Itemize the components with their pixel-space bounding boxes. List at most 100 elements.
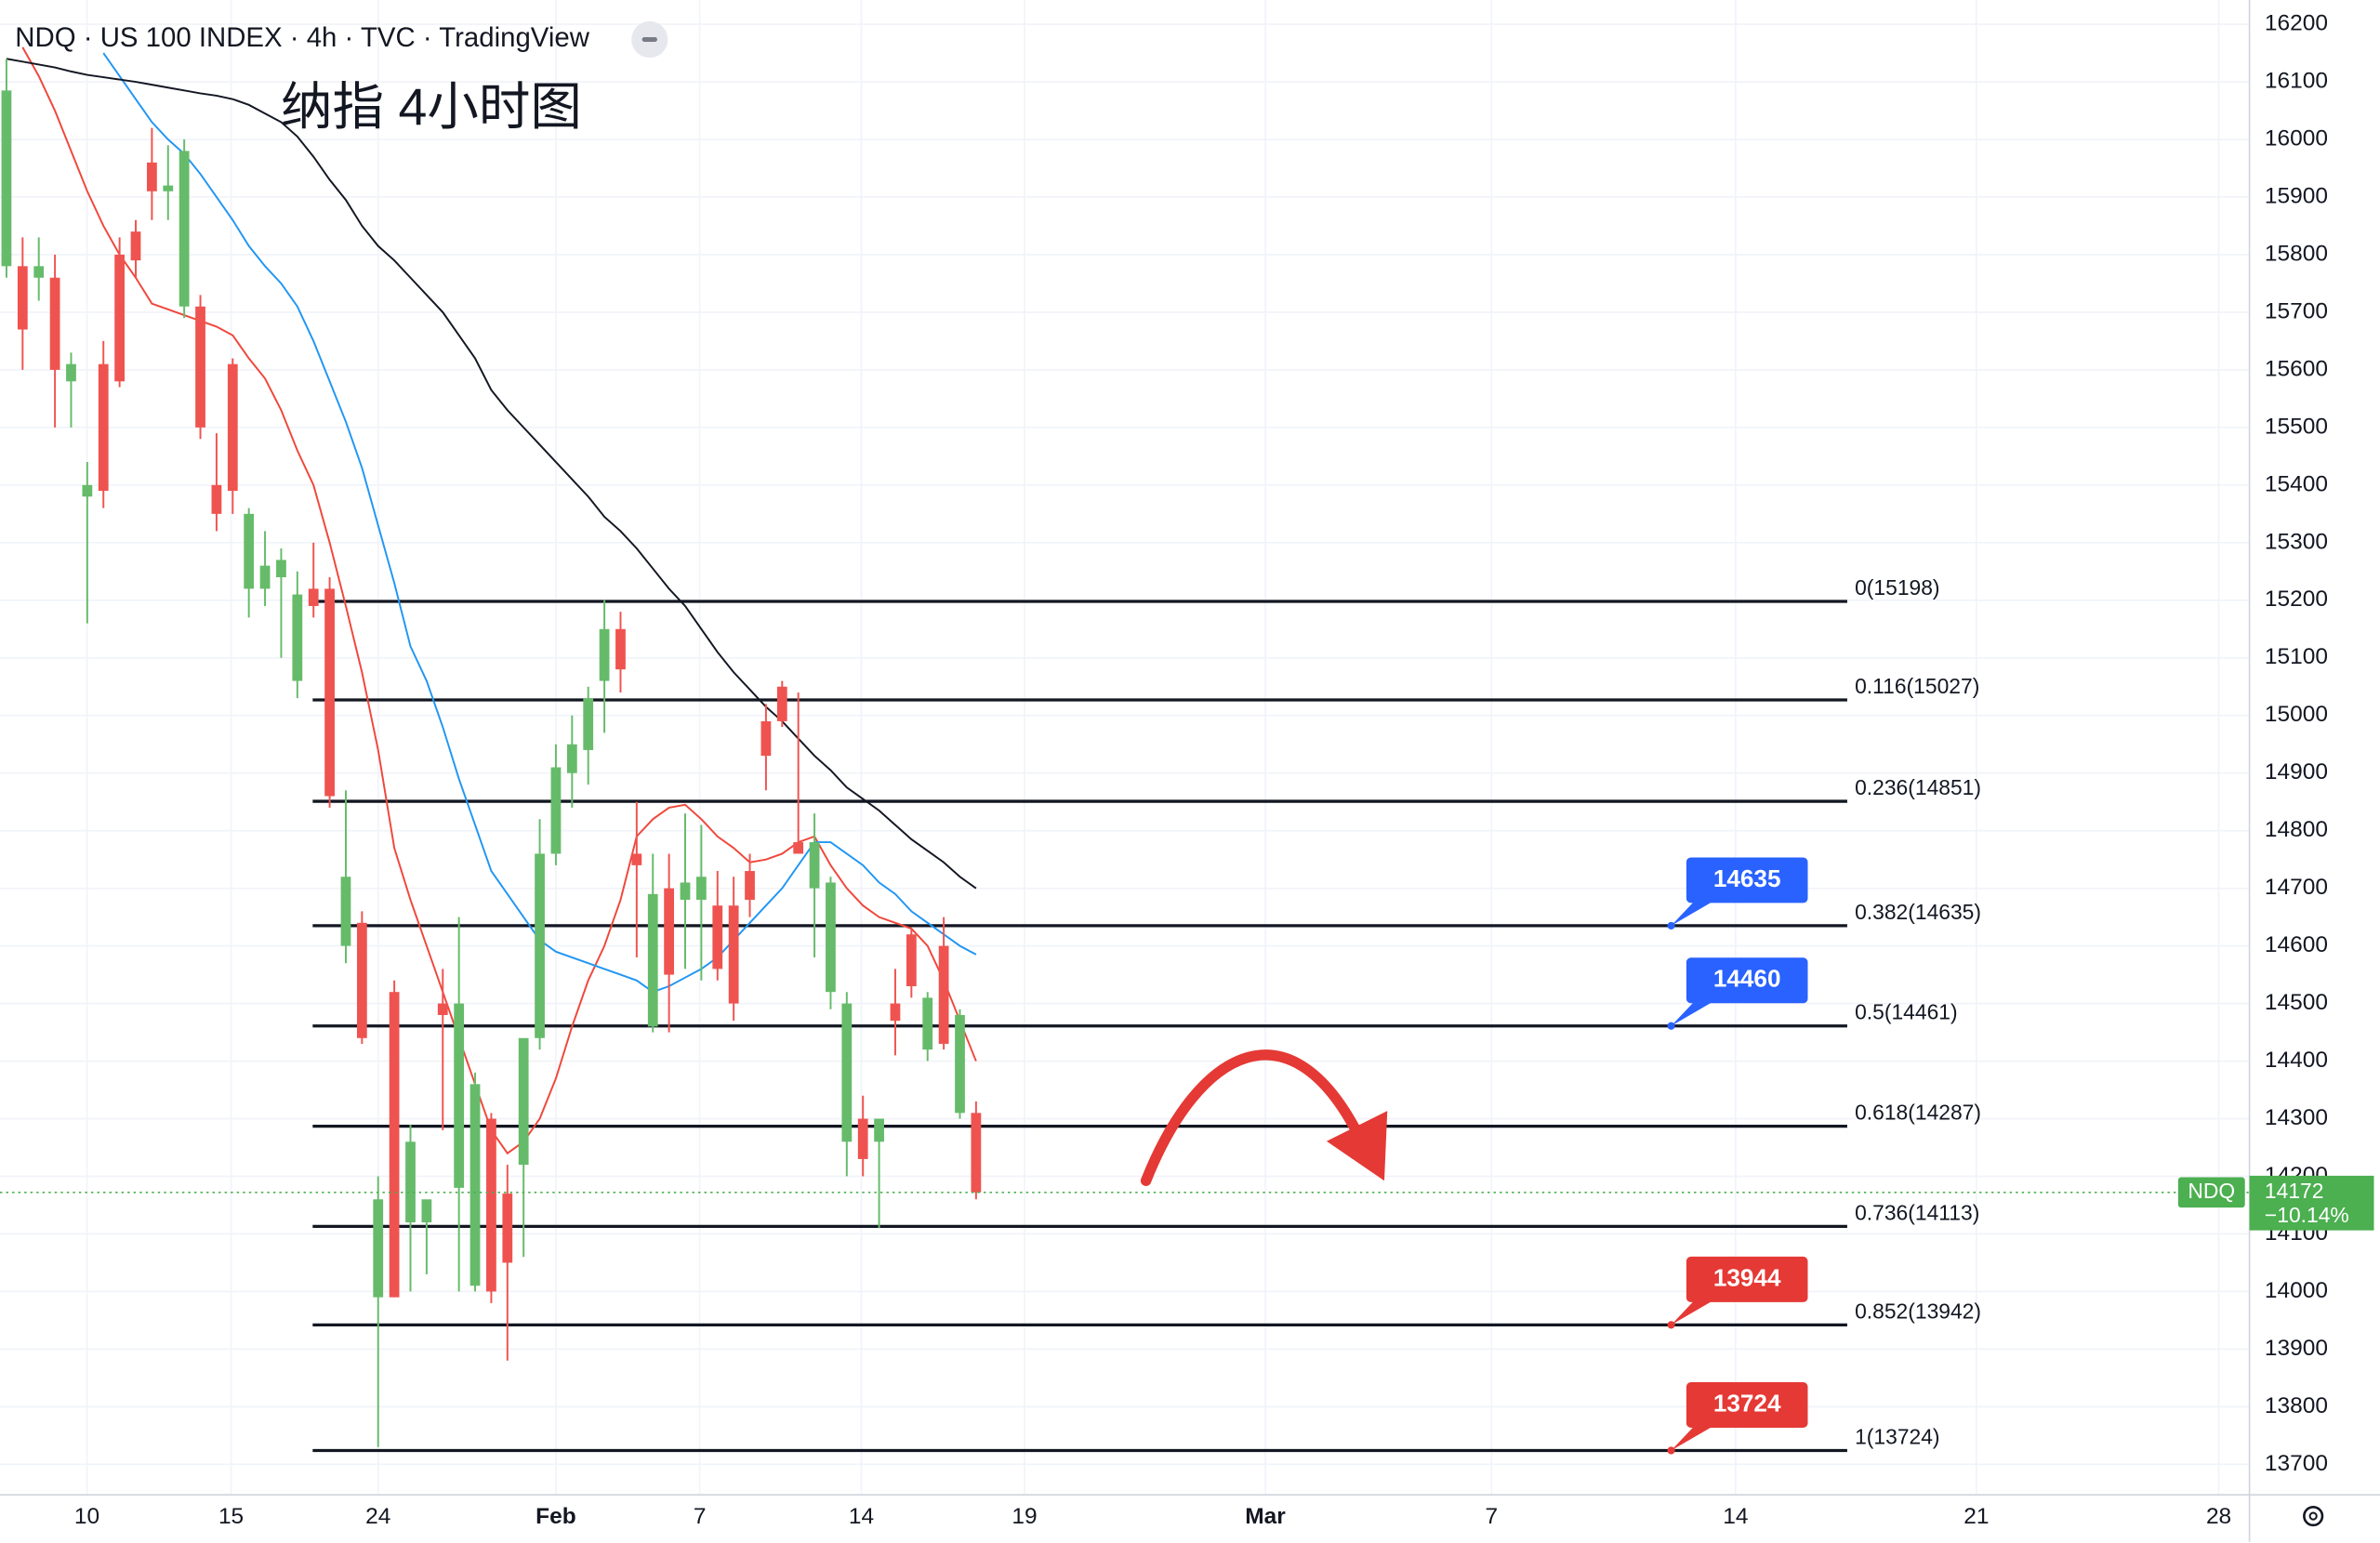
y-tick-label: 13900 bbox=[2265, 1336, 2328, 1361]
candle-body bbox=[66, 363, 76, 382]
candle-body bbox=[421, 1199, 432, 1223]
forecast-arrow-head bbox=[1326, 1111, 1388, 1181]
candle-body bbox=[712, 905, 723, 969]
candle-body bbox=[259, 565, 271, 589]
last-price-tag bbox=[2249, 1175, 2374, 1231]
candle-body bbox=[971, 1113, 982, 1193]
callout-anchor bbox=[1667, 1446, 1675, 1455]
candle-body bbox=[809, 842, 820, 889]
candle-body bbox=[486, 1118, 496, 1292]
settings-button[interactable] bbox=[2303, 1505, 2324, 1527]
y-tick-label: 15600 bbox=[2265, 356, 2328, 381]
y-tick-label: 15400 bbox=[2265, 471, 2328, 496]
candle-body bbox=[49, 277, 60, 370]
y-tick-label: 16200 bbox=[2265, 11, 2328, 36]
candle-body bbox=[841, 1003, 853, 1142]
y-tick-label: 13700 bbox=[2265, 1451, 2328, 1476]
x-tick-label: 21 bbox=[1964, 1504, 1989, 1529]
candle-body bbox=[583, 698, 594, 750]
callout-box bbox=[1686, 957, 1808, 1004]
candle-body bbox=[244, 513, 255, 589]
callout-anchor bbox=[1667, 921, 1675, 930]
candle-body bbox=[518, 1037, 529, 1166]
candle-body bbox=[114, 254, 126, 382]
candle-body bbox=[340, 877, 351, 946]
candle-body bbox=[82, 484, 93, 497]
callout-box bbox=[1686, 857, 1808, 903]
symbol-label: NDQ bbox=[2188, 1179, 2235, 1203]
header: NDQ · US 100 INDEX · 4h · TVC · TradingV… bbox=[15, 22, 589, 53]
x-tick-label: 7 bbox=[1486, 1504, 1499, 1529]
collapse-icon bbox=[641, 37, 657, 42]
fib-label: 0.618(14287) bbox=[1855, 1101, 1981, 1125]
callout-anchor bbox=[1667, 1022, 1675, 1030]
candle-body bbox=[405, 1141, 416, 1223]
candle-body bbox=[647, 893, 658, 1027]
candle-body bbox=[276, 560, 286, 577]
plot bbox=[0, 46, 2250, 1453]
candle-body bbox=[776, 686, 787, 721]
candle-body bbox=[631, 853, 642, 865]
x-tick-label: 19 bbox=[1012, 1504, 1037, 1529]
y-tick-label: 16100 bbox=[2265, 69, 2328, 94]
candle-body bbox=[147, 162, 157, 191]
y-tick-label: 14800 bbox=[2265, 817, 2328, 842]
candle-body bbox=[437, 1003, 448, 1015]
x-tick-label: 28 bbox=[2206, 1504, 2231, 1529]
candle-body bbox=[130, 231, 141, 261]
fib-label: 0.736(14113) bbox=[1855, 1200, 1979, 1224]
candle-body bbox=[1, 90, 12, 267]
candle-body bbox=[535, 853, 545, 1038]
candle-body bbox=[469, 1084, 481, 1286]
y-tick-label: 15000 bbox=[2265, 702, 2328, 727]
candle-body bbox=[728, 905, 739, 1004]
y-tick-label: 15500 bbox=[2265, 414, 2328, 439]
price-callout: 13724 bbox=[1667, 1382, 1808, 1455]
callout-anchor bbox=[1667, 1321, 1675, 1329]
fib-label: 0.852(13942) bbox=[1855, 1299, 1981, 1323]
candle-body bbox=[227, 363, 238, 492]
symbol-tag bbox=[2177, 1177, 2245, 1208]
candle-body bbox=[745, 871, 755, 901]
candle-body bbox=[550, 767, 562, 854]
y-tick-label: 14000 bbox=[2265, 1278, 2328, 1303]
x-tick-label: Feb bbox=[536, 1504, 576, 1529]
last-price-label: 14172 bbox=[2265, 1179, 2324, 1203]
y-tick-label: 15800 bbox=[2265, 241, 2328, 266]
candle-body bbox=[599, 628, 610, 681]
candle-body bbox=[695, 877, 707, 901]
y-tick-label: 14900 bbox=[2265, 759, 2328, 785]
y-tick-label: 15700 bbox=[2265, 298, 2328, 323]
candle-body bbox=[98, 363, 109, 492]
fib-label: 0.236(14851) bbox=[1855, 775, 1981, 799]
candle-body bbox=[195, 306, 205, 428]
x-tick-label: 14 bbox=[849, 1504, 874, 1529]
callout-label: 14635 bbox=[1713, 864, 1781, 892]
x-tick-label: 15 bbox=[218, 1504, 244, 1529]
candle-body bbox=[389, 992, 400, 1298]
fib-label: 0.116(15027) bbox=[1855, 674, 1979, 698]
candle-body bbox=[664, 888, 675, 975]
y-tick-label: 16000 bbox=[2265, 125, 2328, 151]
price-callout: 13944 bbox=[1667, 1256, 1808, 1329]
callout-label: 14460 bbox=[1713, 965, 1781, 993]
candle-body bbox=[163, 185, 174, 191]
moving-average bbox=[21, 46, 977, 1155]
callout-pointer bbox=[1671, 1423, 1719, 1451]
candle-body bbox=[324, 588, 335, 797]
candle-body bbox=[211, 484, 222, 514]
callout-label: 13724 bbox=[1713, 1389, 1781, 1417]
annotation: 纳指 4小时图 bbox=[281, 78, 582, 136]
candle-body bbox=[454, 1003, 465, 1188]
y-tick-label: 14300 bbox=[2265, 1105, 2328, 1130]
candle-body bbox=[890, 1003, 901, 1022]
x-tick-label: 24 bbox=[365, 1504, 390, 1529]
price-callout: 14460 bbox=[1667, 957, 1808, 1030]
y-tick-label: 14700 bbox=[2265, 875, 2328, 900]
forecast-arrow bbox=[1140, 1049, 1364, 1186]
candle-body bbox=[178, 151, 190, 307]
callout-box bbox=[1686, 1256, 1808, 1302]
